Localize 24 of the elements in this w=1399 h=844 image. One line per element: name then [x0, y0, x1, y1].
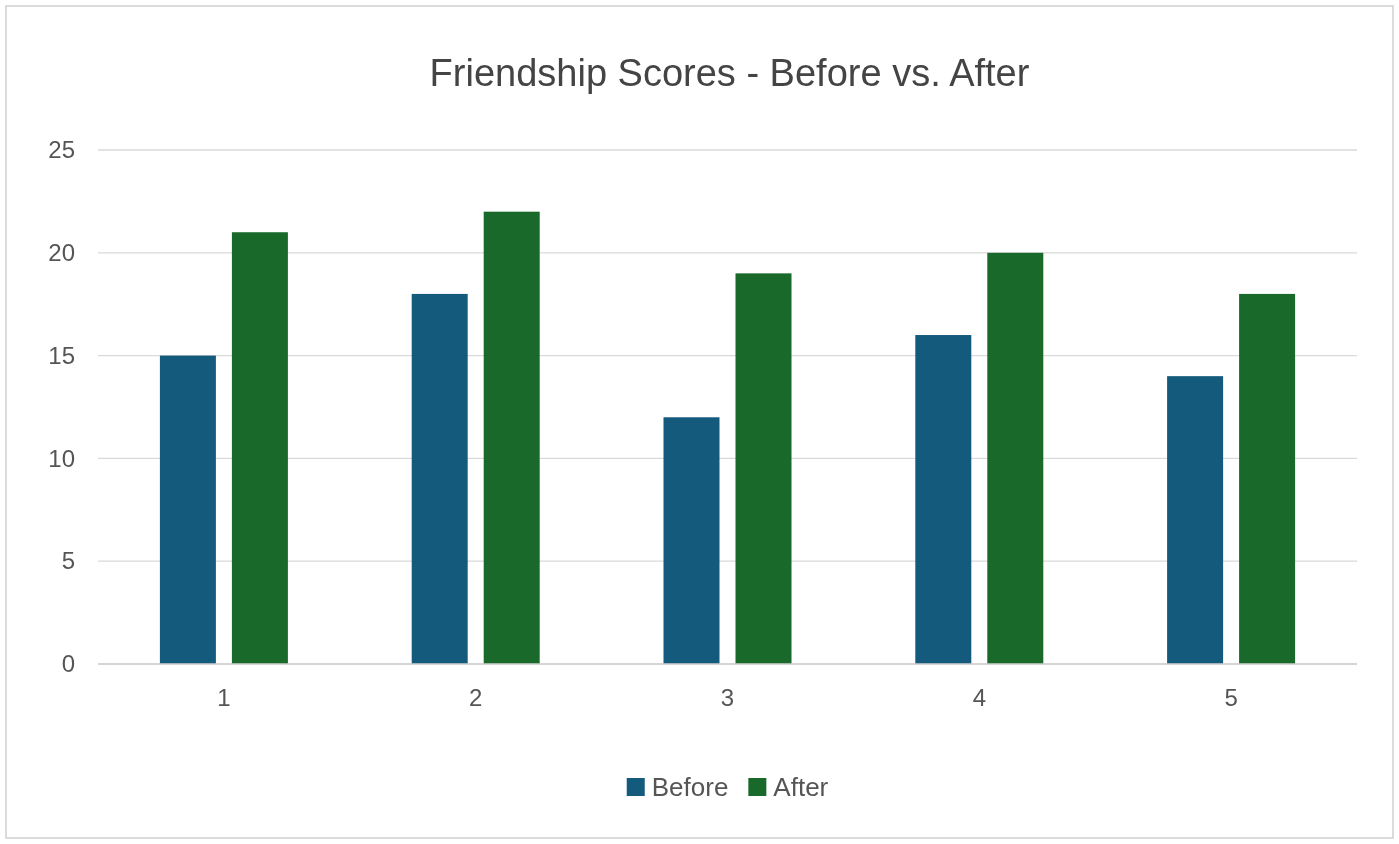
bar [1239, 293, 1296, 664]
x-tick-label: 3 [720, 683, 735, 711]
y-tick-label: 0 [61, 650, 75, 678]
bar [483, 211, 540, 664]
bar [735, 273, 792, 664]
x-tick-label: 5 [1224, 683, 1238, 711]
legend-label: Before [651, 772, 729, 802]
bar [663, 417, 720, 664]
x-tick-label: 1 [217, 683, 231, 711]
y-tick-label: 5 [61, 547, 75, 575]
y-tick-label: 15 [48, 341, 75, 369]
y-tick-label: 20 [48, 238, 75, 266]
y-tick-label: 10 [48, 444, 75, 472]
bar [1167, 376, 1224, 664]
bar [915, 335, 972, 664]
x-tick-label: 4 [972, 683, 986, 711]
y-tick-label: 25 [48, 136, 75, 164]
chart-title: Friendship Scores - Before vs. After [429, 52, 1030, 94]
bar [411, 293, 468, 664]
bar [159, 355, 216, 664]
x-tick-label: 2 [469, 683, 483, 711]
legend-label: After [773, 772, 829, 802]
bar [987, 252, 1044, 664]
bar [231, 232, 288, 664]
